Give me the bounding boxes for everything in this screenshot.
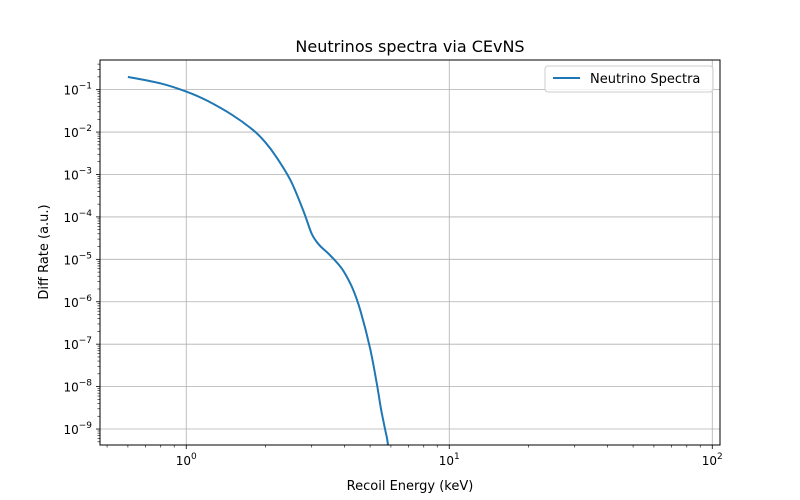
y-tick-label: 10−1 xyxy=(63,82,92,98)
x-tick-label: 101 xyxy=(439,452,460,468)
x-axis-ticks: 100 101 102 xyxy=(106,445,723,468)
plot-series xyxy=(127,75,390,446)
y-tick-label: 10−5 xyxy=(63,251,92,267)
x-axis-label: Recoil Energy (keV) xyxy=(347,479,474,494)
series-line-neutrino-spectra xyxy=(127,75,390,446)
legend-label: Neutrino Spectra xyxy=(590,72,700,87)
y-tick-label: 10−2 xyxy=(63,124,92,140)
y-tick-label: 10−3 xyxy=(63,166,92,182)
y-tick-label: 10−8 xyxy=(63,379,92,395)
legend: Neutrino Spectra xyxy=(544,65,714,93)
x-tick-label: 100 xyxy=(176,452,197,468)
y-axis-label: Diff Rate (a.u.) xyxy=(37,204,52,299)
y-tick-label: 10−4 xyxy=(63,209,92,225)
grid xyxy=(100,60,720,445)
y-tick-label: 10−6 xyxy=(63,294,92,310)
legend-box xyxy=(544,65,714,93)
y-axis-ticks: 10−9 10−8 10−7 10−6 10−5 10−4 10−3 10−2 10−1 xyxy=(63,63,100,443)
x-tick-label: 102 xyxy=(702,452,723,468)
y-tick-label: 10−9 xyxy=(63,421,92,437)
y-tick-label: 10−7 xyxy=(63,336,92,352)
chart-title: Neutrinos spectra via CEvNS xyxy=(295,37,524,56)
plot-frame xyxy=(99,59,721,446)
